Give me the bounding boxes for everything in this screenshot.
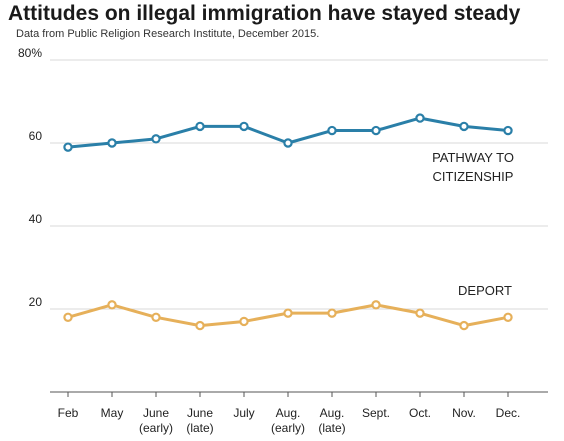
pathway-point bbox=[283, 138, 293, 148]
x-tick-label: (late) bbox=[186, 421, 213, 435]
pathway-point bbox=[459, 121, 469, 132]
x-tick-label: (early) bbox=[139, 421, 173, 435]
pathway-point bbox=[151, 134, 161, 144]
pathway-point bbox=[63, 142, 73, 152]
pathway-point bbox=[107, 138, 117, 148]
x-tick-label: Feb bbox=[58, 406, 79, 420]
y-axis-tick-labels: 80% 60 40 20 bbox=[18, 46, 42, 309]
series-lines bbox=[63, 113, 513, 331]
x-tick-label: Dec. bbox=[496, 406, 521, 420]
x-tick-label: Oct. bbox=[409, 406, 431, 420]
deport-point bbox=[151, 312, 161, 322]
pathway-point bbox=[503, 125, 513, 136]
x-tick-label: July bbox=[233, 406, 254, 420]
y-tick-label: 40 bbox=[29, 212, 43, 226]
pathway-point bbox=[195, 121, 205, 132]
deport-point bbox=[371, 300, 381, 310]
pathway-series-label: CITIZENSHIP bbox=[433, 169, 514, 184]
gridlines bbox=[50, 59, 548, 310]
deport-point bbox=[415, 308, 425, 318]
y-tick-label: 20 bbox=[29, 295, 43, 309]
x-tick-label: June bbox=[143, 406, 169, 420]
deport-point bbox=[283, 308, 293, 318]
deport-point bbox=[459, 320, 469, 331]
deport-point bbox=[239, 316, 249, 327]
y-tick-label: 80% bbox=[18, 46, 42, 60]
deport-point bbox=[195, 320, 205, 331]
x-tick-label: Nov. bbox=[452, 406, 476, 420]
pathway-series-label: PATHWAY TO bbox=[432, 150, 514, 165]
chart-title: Attitudes on illegal immigration have st… bbox=[8, 2, 521, 25]
x-tick-label: (early) bbox=[271, 421, 305, 435]
x-tick-label: (late) bbox=[318, 421, 345, 435]
x-tick-label: Aug. bbox=[276, 406, 301, 420]
deport-point bbox=[503, 312, 513, 322]
x-tick-label: June bbox=[187, 406, 213, 420]
x-axis: Feb May June(early)June(late)July Aug.(earl… bbox=[50, 391, 548, 435]
x-tick-label: May bbox=[101, 406, 124, 420]
pathway-point bbox=[239, 121, 249, 132]
deport-series-label: DEPORT bbox=[458, 283, 512, 298]
x-tick-label: Aug. bbox=[320, 406, 345, 420]
pathway-point bbox=[371, 125, 381, 136]
y-tick-label: 60 bbox=[29, 129, 43, 143]
deport-point bbox=[107, 300, 117, 310]
pathway-point bbox=[415, 113, 425, 123]
chart-subtitle: Data from Public Religion Research Insti… bbox=[16, 28, 320, 40]
pathway-point bbox=[327, 125, 337, 136]
deport-point bbox=[327, 308, 337, 318]
deport-point bbox=[63, 312, 73, 322]
series-labels: PATHWAY TO CITIZENSHIP DEPORT bbox=[432, 150, 514, 298]
x-tick-label: Sept. bbox=[362, 406, 390, 420]
